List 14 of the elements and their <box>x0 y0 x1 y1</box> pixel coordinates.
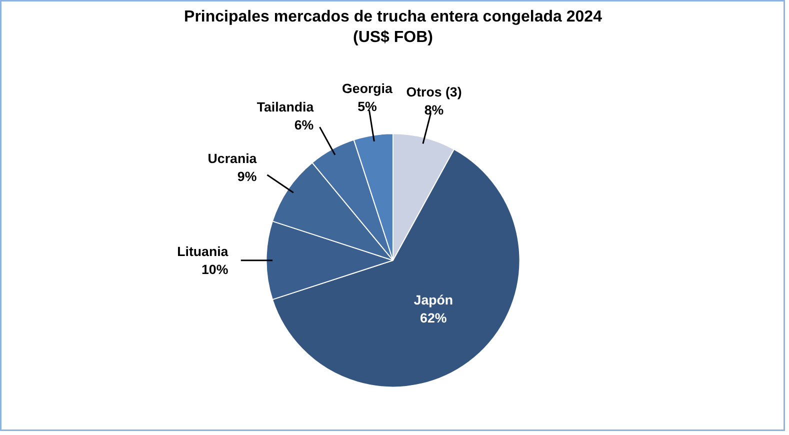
data-label: 6% <box>294 117 314 132</box>
slice-label: Japón <box>414 292 454 308</box>
slice-label: Georgia <box>342 81 393 96</box>
data-label: 10% <box>202 262 228 277</box>
chart-subtitle: (US$ FOB) <box>353 28 433 46</box>
data-label: 8% <box>424 102 444 118</box>
slice-label: Lituania <box>177 244 229 259</box>
slice-label: Otros (3) <box>406 84 462 100</box>
chart-title: Principales mercados de trucha entera congelada 2024 <box>184 8 602 26</box>
slice-label: Ucrania <box>208 151 258 166</box>
data-label: 62% <box>420 310 447 326</box>
data-label: 9% <box>237 169 257 184</box>
slice-label: Tailandia <box>256 99 314 114</box>
data-label: 5% <box>358 99 377 114</box>
